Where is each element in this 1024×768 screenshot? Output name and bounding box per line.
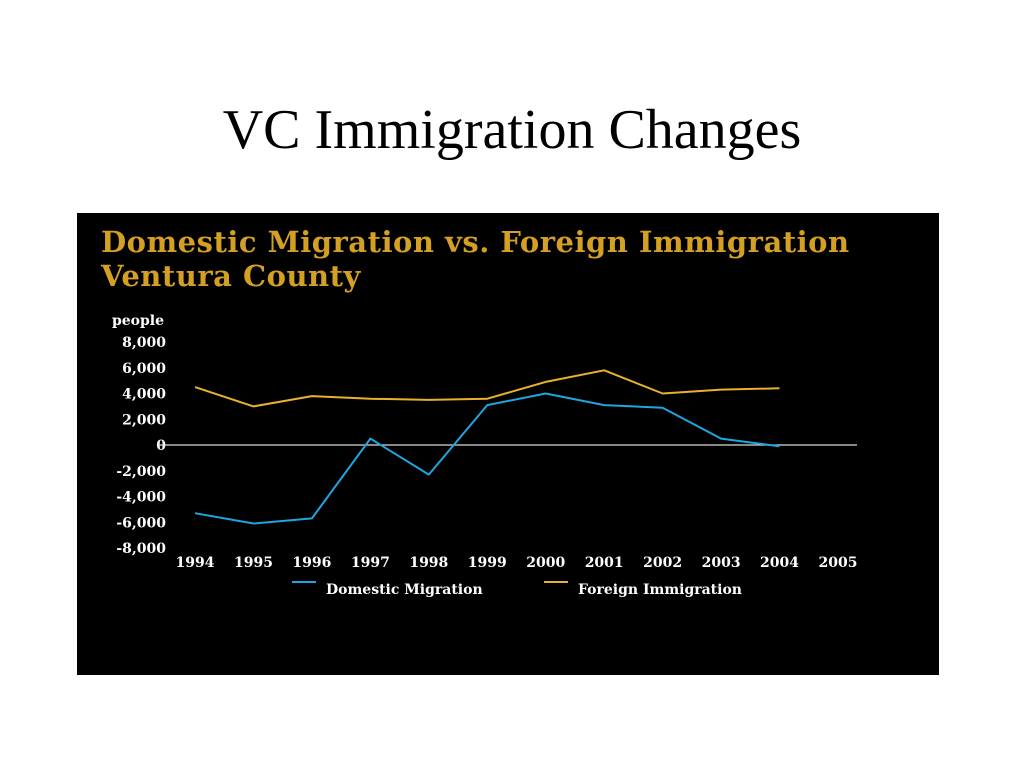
legend-label: Foreign Immigration	[578, 582, 742, 598]
y-tick-label: 4,000	[122, 387, 166, 403]
y-tick-label: 6,000	[122, 361, 166, 377]
x-tick-label: 2003	[702, 555, 741, 571]
chart-panel: Domestic Migration vs. Foreign Immigrati…	[77, 213, 939, 675]
chart-title-line-1: Domestic Migration vs. Foreign Immigrati…	[101, 225, 850, 259]
y-tick-label: 0	[156, 438, 166, 454]
x-tick-label: 2001	[585, 555, 624, 571]
series-line-foreign-immigration	[194, 369, 780, 408]
x-tick-label: 1999	[468, 555, 507, 571]
y-tick-label: -4,000	[116, 490, 166, 506]
series-line-domestic-migration	[194, 392, 780, 525]
x-tick-label: 2005	[819, 555, 858, 571]
y-tick-label: -2,000	[116, 464, 166, 480]
line-chart: people 8,000 6,000 4,000 2,000 0 -2,000 -4,000 -…	[112, 313, 858, 598]
x-tick-label: 1998	[409, 555, 448, 571]
x-tick-label: 2002	[643, 555, 682, 571]
y-tick-label: -8,000	[116, 541, 166, 557]
chart-title-line-2: Ventura County	[101, 259, 361, 293]
y-tick-label: 8,000	[122, 335, 166, 351]
legend-label: Domestic Migration	[326, 582, 483, 598]
slide-title: VC Immigration Changes	[222, 99, 802, 161]
x-tick-label: 2004	[760, 555, 799, 571]
y-tick-label: 2,000	[122, 412, 166, 428]
x-tick-label: 1995	[234, 555, 273, 571]
x-tick-label: 2000	[526, 555, 565, 571]
chart-title: Domestic Migration vs. Foreign Immigrati…	[101, 225, 850, 293]
x-tick-label: 1994	[176, 555, 215, 571]
x-tick-label: 1997	[351, 555, 390, 571]
x-tick-label: 1996	[292, 555, 331, 571]
y-tick-label: -6,000	[116, 515, 166, 531]
y-axis-label: people	[112, 313, 164, 329]
